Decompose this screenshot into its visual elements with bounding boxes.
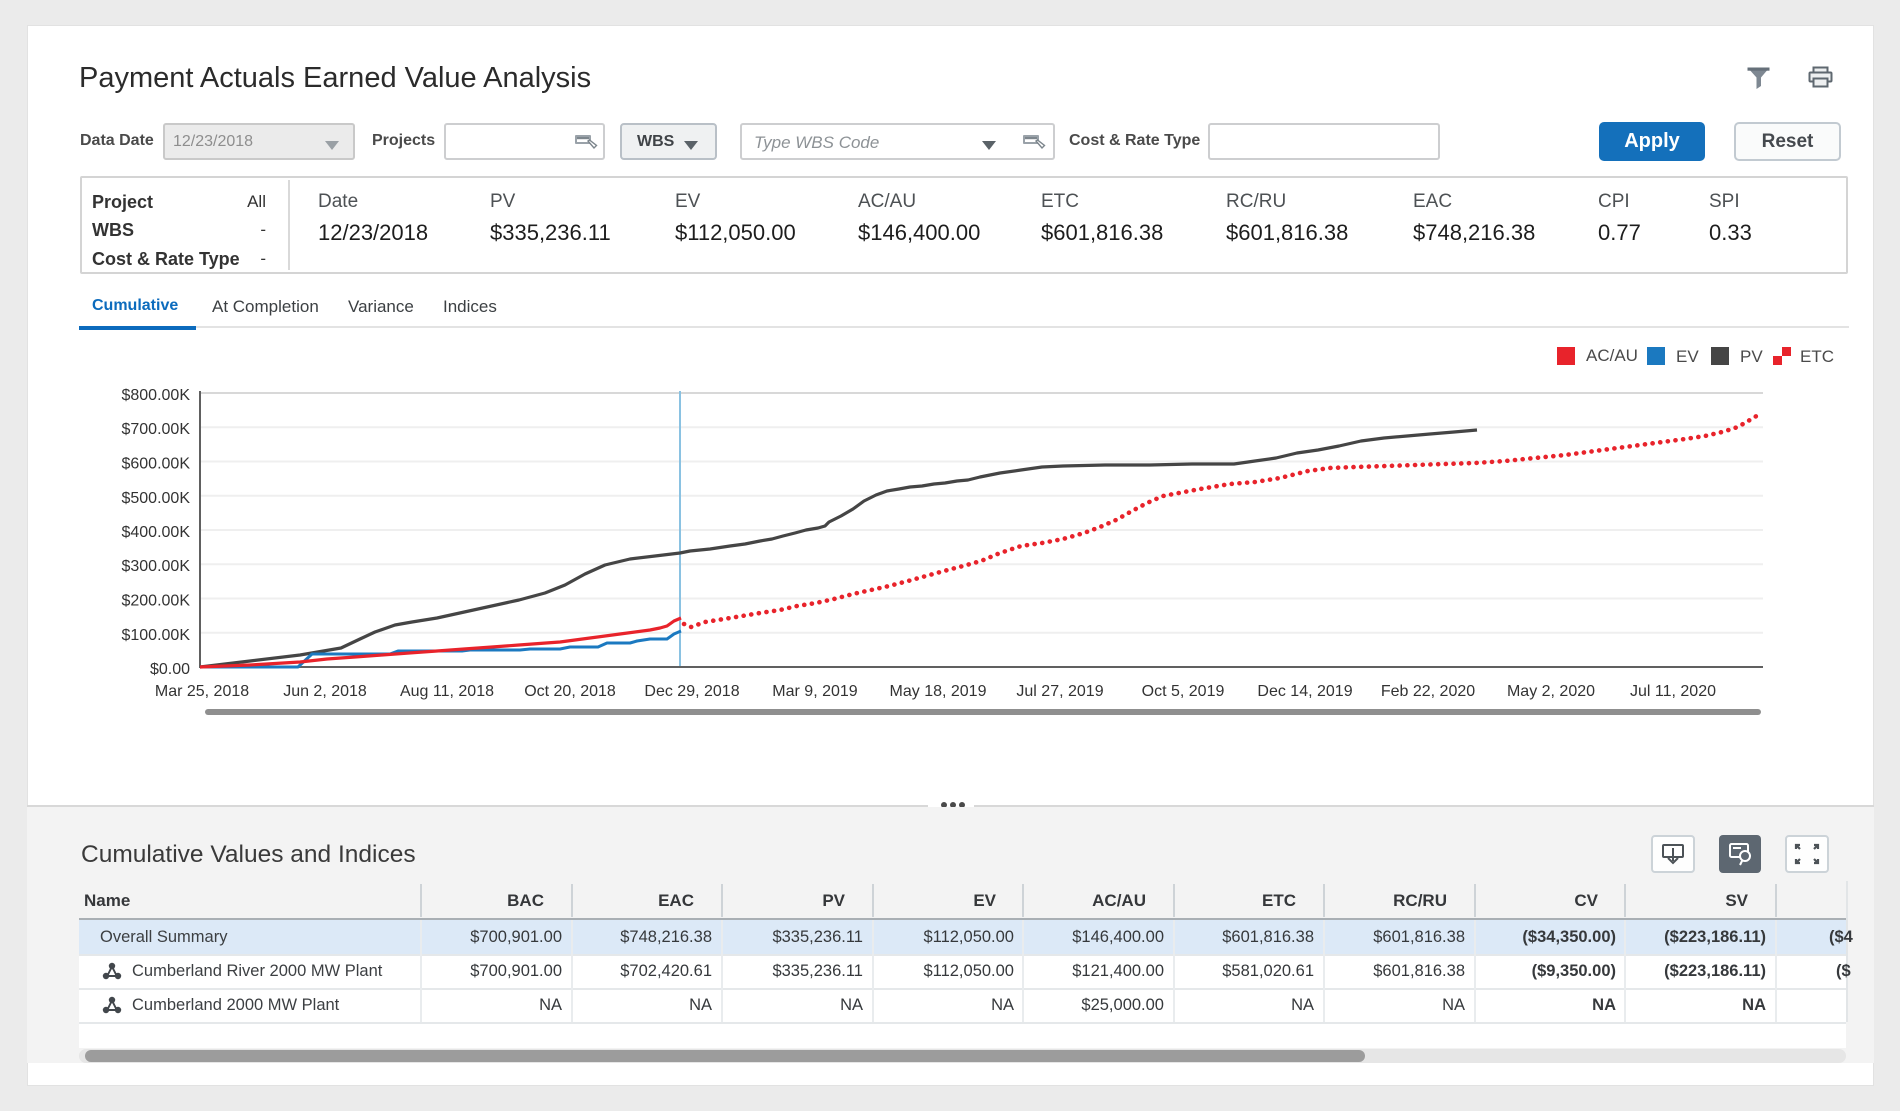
- svg-text:May 18, 2019: May 18, 2019: [890, 683, 987, 700]
- svg-text:PV: PV: [1740, 347, 1763, 366]
- svg-text:Mar 25, 2018: Mar 25, 2018: [155, 683, 249, 700]
- svg-text:$800.00K: $800.00K: [121, 387, 190, 404]
- svg-text:ETC: ETC: [1800, 347, 1834, 366]
- svg-text:AC/AU: AC/AU: [1586, 346, 1638, 365]
- svg-text:Jun 2, 2018: Jun 2, 2018: [283, 683, 367, 700]
- svg-text:Feb 22, 2020: Feb 22, 2020: [1381, 683, 1475, 700]
- svg-text:$500.00K: $500.00K: [121, 490, 190, 507]
- svg-text:EV: EV: [1676, 347, 1699, 366]
- svg-text:Oct 5, 2019: Oct 5, 2019: [1142, 683, 1225, 700]
- svg-text:$700.00K: $700.00K: [121, 421, 190, 438]
- svg-text:$100.00K: $100.00K: [121, 627, 190, 644]
- svg-text:Jul 11, 2020: Jul 11, 2020: [1630, 683, 1716, 700]
- svg-text:Dec 29, 2018: Dec 29, 2018: [644, 683, 739, 700]
- svg-text:$400.00K: $400.00K: [121, 524, 190, 541]
- svg-text:Aug 11, 2018: Aug 11, 2018: [400, 683, 494, 700]
- svg-text:May 2, 2020: May 2, 2020: [1507, 683, 1595, 700]
- svg-text:$200.00K: $200.00K: [121, 593, 190, 610]
- svg-text:Oct 20, 2018: Oct 20, 2018: [524, 683, 616, 700]
- svg-text:Mar 9, 2019: Mar 9, 2019: [772, 683, 857, 700]
- svg-text:Dec 14, 2019: Dec 14, 2019: [1257, 683, 1352, 700]
- svg-text:Jul 27, 2019: Jul 27, 2019: [1016, 683, 1103, 700]
- svg-text:$300.00K: $300.00K: [121, 558, 190, 575]
- svg-text:$600.00K: $600.00K: [121, 456, 190, 473]
- svg-text:$0.00: $0.00: [150, 661, 190, 678]
